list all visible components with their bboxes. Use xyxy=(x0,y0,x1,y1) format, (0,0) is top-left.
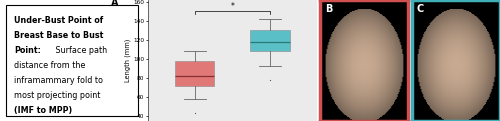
Text: most projecting point: most projecting point xyxy=(14,91,101,100)
Text: distance from the: distance from the xyxy=(14,61,86,70)
Text: *: * xyxy=(230,2,234,11)
Y-axis label: Length (mm): Length (mm) xyxy=(124,39,131,82)
Text: (IMF to MPP): (IMF to MPP) xyxy=(14,106,72,115)
Text: Surface path: Surface path xyxy=(52,46,107,55)
Text: Breast Base to Bust: Breast Base to Bust xyxy=(14,31,104,40)
Text: inframammary fold to: inframammary fold to xyxy=(14,76,104,85)
Bar xyxy=(250,30,290,51)
Bar xyxy=(175,61,214,86)
Text: C: C xyxy=(416,4,424,14)
Text: A: A xyxy=(111,0,118,8)
Text: B: B xyxy=(324,4,332,14)
Text: Point:: Point: xyxy=(14,46,42,55)
Text: Under-Bust Point of: Under-Bust Point of xyxy=(14,16,104,25)
